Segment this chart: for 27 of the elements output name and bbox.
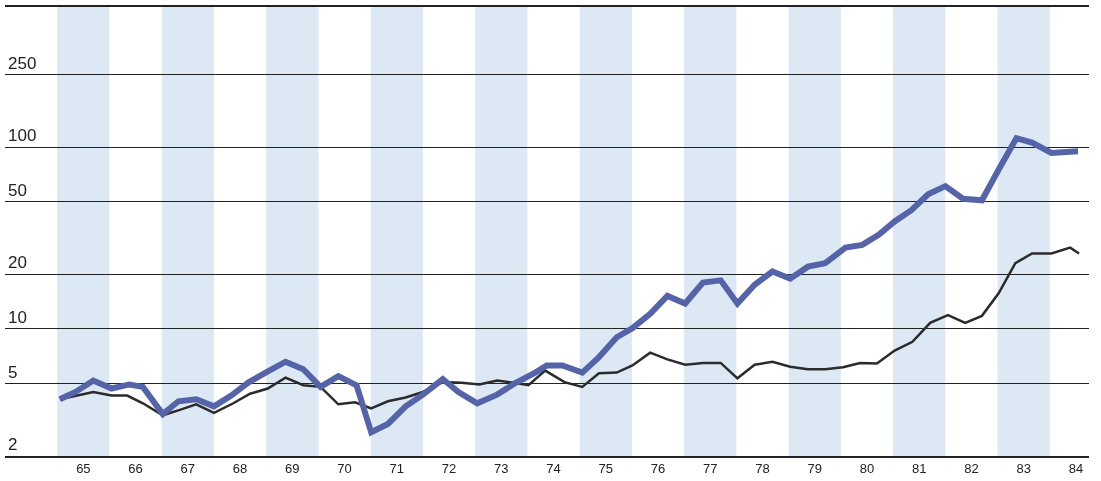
x-tick-label: 84 xyxy=(1068,461,1084,477)
x-tick-label: 81 xyxy=(911,461,927,477)
x-tick-label: 82 xyxy=(964,461,979,477)
y-tick-label: 5 xyxy=(8,362,18,382)
x-tick-label: 71 xyxy=(389,461,405,477)
x-tick-label: 78 xyxy=(755,461,770,477)
x-tick-label: 72 xyxy=(441,461,457,477)
x-tick-label: 83 xyxy=(1016,461,1031,477)
x-tick-label: 80 xyxy=(859,461,875,477)
x-tick-label: 77 xyxy=(703,461,718,477)
x-tick-label: 65 xyxy=(76,461,91,477)
y-tick-label: 2 xyxy=(8,435,18,455)
x-tick-label: 67 xyxy=(180,461,196,477)
y-tick-label: 50 xyxy=(8,180,27,200)
y-tick-label: 10 xyxy=(8,307,27,327)
x-tick-label: 70 xyxy=(337,461,352,477)
y-tick-label: 250 xyxy=(8,53,37,73)
x-tick-label: 73 xyxy=(494,461,509,477)
y-tick-label: 100 xyxy=(8,126,37,146)
x-tick-label: 76 xyxy=(650,461,666,477)
x-tick-label: 74 xyxy=(546,461,561,477)
x-tick-label: 69 xyxy=(285,461,300,477)
y-tick-label: 20 xyxy=(8,253,27,273)
x-tick-label: 79 xyxy=(807,461,822,477)
x-tick-label: 68 xyxy=(232,461,248,477)
x-tick-label: 66 xyxy=(128,461,143,477)
x-tick-label: 75 xyxy=(598,461,613,477)
